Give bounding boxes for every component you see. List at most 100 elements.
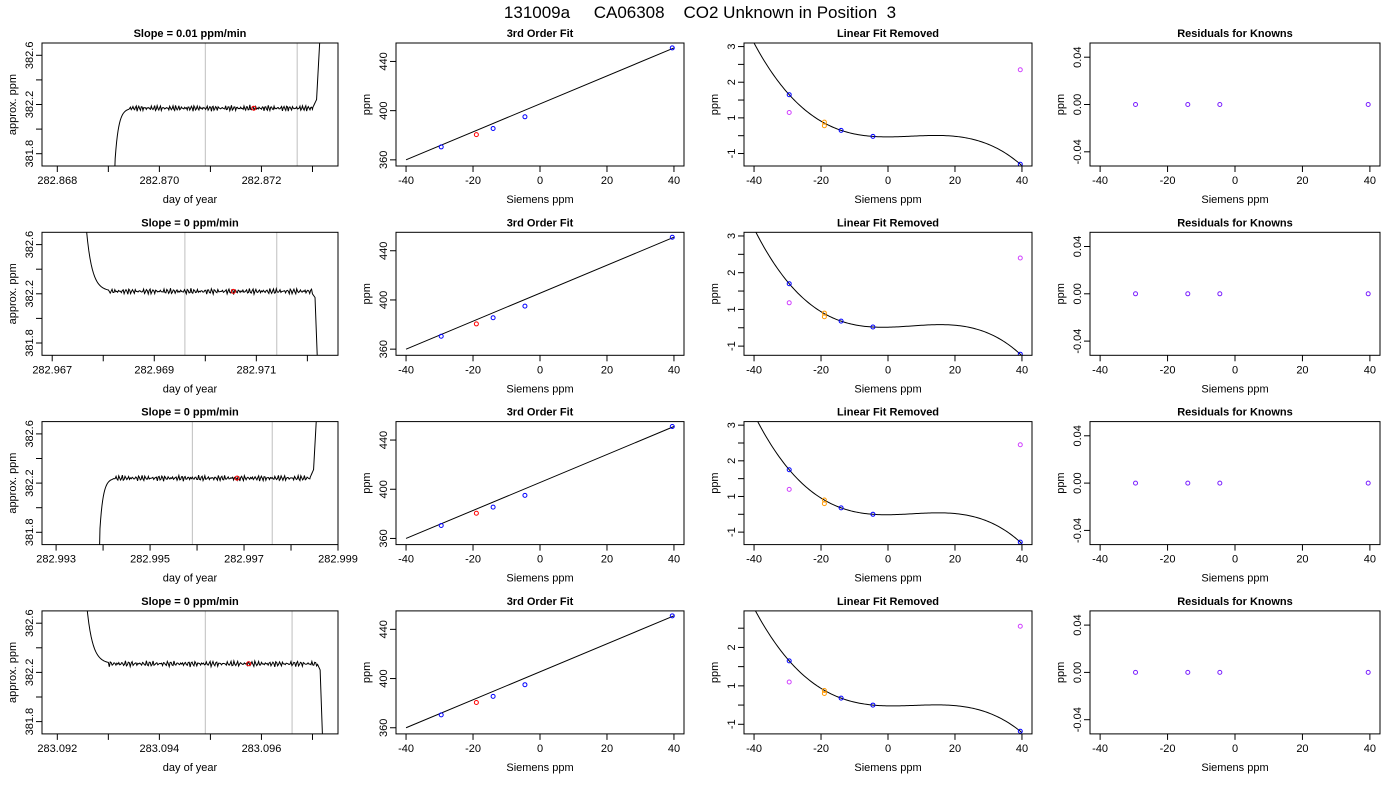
figure-title: 131009a CA06308 CO2 Unknown in Position … <box>503 3 897 22</box>
y-tick-label: 440 <box>378 431 390 449</box>
y-tick-label: 382.6 <box>24 231 36 259</box>
known-point <box>838 318 844 324</box>
known-point <box>1017 351 1023 356</box>
unknown-point <box>821 501 827 507</box>
plot-frame <box>1089 42 1381 167</box>
x-tick-label: 20 <box>601 175 613 187</box>
y-tick-label: 381.8 <box>24 708 36 736</box>
y-tick-label: 381.8 <box>24 329 36 357</box>
x-tick-label: -20 <box>465 743 481 755</box>
unknown-point <box>473 510 479 516</box>
y-tick-label: 0.00 <box>1072 472 1084 493</box>
x-axis-label: day of year <box>163 194 218 206</box>
x-axis-label: Siemens ppm <box>1201 573 1268 585</box>
y-tick-label: 0.00 <box>1072 94 1084 115</box>
x-tick-label: -20 <box>813 554 829 566</box>
panel-r3-trace: Slope = 0 ppm/min day of year approx. ppm 2… <box>7 407 358 585</box>
x-tick-label: 0 <box>885 743 891 755</box>
y-tick-label: -0.04 <box>1072 329 1084 354</box>
y-tick-label: 382.6 <box>24 420 36 448</box>
plot-area <box>757 421 1023 545</box>
plot-frame <box>743 42 1033 167</box>
y-tick-label: 0.00 <box>1072 662 1084 683</box>
known-point <box>870 702 876 708</box>
plot-frame <box>1089 610 1381 735</box>
x-tick-label: 282.995 <box>130 554 170 566</box>
x-tick-label: -20 <box>1160 175 1176 187</box>
y-tick-label: 2 <box>726 79 738 85</box>
y-axis-label: approx. ppm <box>7 453 19 514</box>
x-tick-label: -40 <box>746 743 762 755</box>
alt-point <box>1017 67 1023 73</box>
plot-frame <box>395 42 685 167</box>
alt-point <box>1017 623 1023 629</box>
y-tick-label: 400 <box>378 101 390 119</box>
x-tick-label: 20 <box>601 743 613 755</box>
plot-frame <box>41 610 339 735</box>
y-tick-label: 382.6 <box>24 42 36 70</box>
plot-area <box>1133 669 1371 675</box>
plot-frame <box>1089 421 1381 546</box>
alt-point <box>786 486 792 492</box>
plot-frame <box>41 231 339 356</box>
cubic-curve <box>755 232 1023 356</box>
known-point <box>438 144 444 150</box>
fit-line <box>405 47 675 161</box>
y-tick-label: 0.00 <box>1072 283 1084 304</box>
x-tick-label: 40 <box>1364 175 1376 187</box>
residual-point <box>1133 291 1139 297</box>
y-tick-label: 400 <box>378 480 390 498</box>
y-axis-label: approx. ppm <box>7 642 19 703</box>
x-tick-label: -40 <box>398 175 414 187</box>
y-tick-label: 360 <box>378 719 390 737</box>
x-tick-label: 283.096 <box>242 743 282 755</box>
panel-r1-residuals: Residuals for Knowns Siemens ppm ppm -40 -20… <box>1055 28 1381 206</box>
panel-title: Residuals for Knowns <box>1177 28 1293 40</box>
x-tick-label: -40 <box>398 554 414 566</box>
x-axis-label: day of year <box>163 573 218 585</box>
y-tick-label: 1 <box>726 306 738 312</box>
y-tick-label: 1 <box>726 115 738 121</box>
plot-area <box>86 610 323 734</box>
x-axis-label: Siemens ppm <box>506 194 573 206</box>
x-tick-label: 20 <box>949 743 961 755</box>
known-point <box>1017 161 1023 166</box>
residual-point <box>1185 291 1191 297</box>
x-axis-label: day of year <box>163 762 218 774</box>
panel-r3-residuals: Residuals for Knowns Siemens ppm ppm -40 -20… <box>1055 407 1381 585</box>
x-tick-label: 40 <box>668 554 680 566</box>
x-tick-label: -40 <box>1092 743 1108 755</box>
known-point <box>490 125 496 131</box>
y-tick-label: -0.04 <box>1072 139 1084 164</box>
panel-r4-fit: 3rd Order Fit Siemens ppm ppm -40 -20 0 20 40 36… <box>361 596 685 774</box>
y-tick-label: 400 <box>378 669 390 687</box>
y-tick-label: 382.2 <box>24 469 36 497</box>
plot-area <box>1133 480 1371 486</box>
x-tick-label: 40 <box>668 364 680 376</box>
y-axis-label: ppm <box>709 662 721 683</box>
y-axis-label: ppm <box>1055 472 1067 493</box>
alt-point <box>786 300 792 306</box>
y-tick-label: 0.04 <box>1072 236 1084 257</box>
panel-r4-trace: Slope = 0 ppm/min day of year approx. ppm 2… <box>7 596 339 774</box>
x-tick-label: 20 <box>601 554 613 566</box>
panel-r2-residuals: Residuals for Knowns Siemens ppm ppm -40 -20… <box>1055 217 1381 395</box>
trace-line <box>99 421 317 545</box>
y-tick-label: -1 <box>726 149 738 159</box>
y-tick-label: 381.8 <box>24 140 36 168</box>
panel-title: Slope = 0 ppm/min <box>141 596 239 608</box>
panel-r4-residuals: Residuals for Knowns Siemens ppm ppm -40 -20… <box>1055 596 1381 774</box>
plot-frame <box>395 231 685 356</box>
known-point <box>786 92 792 98</box>
x-tick-label: -40 <box>1092 554 1108 566</box>
known-point <box>838 695 844 701</box>
known-point <box>870 324 876 330</box>
y-tick-label: -1 <box>726 341 738 351</box>
known-point <box>669 424 675 430</box>
residual-point <box>1365 291 1371 297</box>
x-tick-label: 40 <box>1364 554 1376 566</box>
x-tick-label: 40 <box>1016 743 1028 755</box>
residual-point <box>1217 480 1223 486</box>
known-point <box>870 133 876 139</box>
